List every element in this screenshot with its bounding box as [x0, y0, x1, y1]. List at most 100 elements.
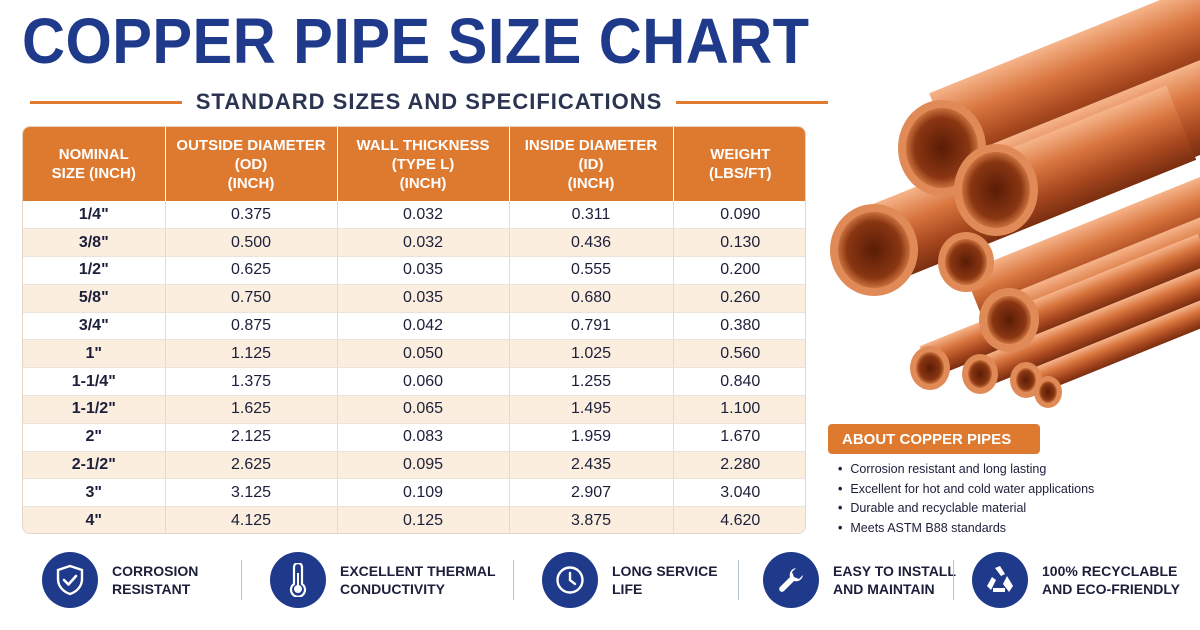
nominal-size-cell: 2": [23, 423, 166, 452]
table-row: 2" 2.125 0.083 1.959 1.670: [23, 423, 805, 452]
table-cell: 2.125: [165, 423, 338, 452]
table-row: 1-1/4" 1.375 0.060 1.255 0.840: [23, 367, 805, 397]
table-cell: 3.125: [165, 478, 338, 508]
table-cell: 0.083: [337, 423, 510, 452]
table-cell: 0.791: [509, 312, 674, 341]
table-cell: 0.380: [673, 312, 805, 341]
about-list: • Corrosion resistant and long lasting • Ex…: [838, 460, 1188, 538]
table-cell: 1.025: [509, 339, 674, 369]
table-cell: 1.255: [509, 367, 674, 397]
table-row: 1-1/2" 1.625 0.065 1.495 1.100: [23, 395, 805, 424]
table-cell: 0.311: [509, 201, 674, 230]
table-body: 1/4" 0.375 0.032 0.311 0.090 3/8" 0.500 0.032 0.…: [23, 201, 805, 533]
table-cell: 0.750: [165, 284, 338, 313]
table-header-cell: WEIGHT (LBS/FT): [673, 127, 805, 201]
feature-recyclable: 100% RECYCLABLE AND ECO-FRIENDLY: [972, 546, 1182, 614]
about-list-item: • Excellent for hot and cold water applic…: [838, 480, 1188, 500]
bullet: •: [838, 520, 843, 535]
table-cell: 1.375: [165, 367, 338, 397]
table-cell: 0.050: [337, 339, 510, 369]
feature-label: EXCELLENT THERMAL CONDUCTIVITY: [340, 563, 496, 597]
table-cell: 0.500: [165, 228, 338, 258]
bullet: •: [838, 501, 843, 515]
nominal-size-cell: 1": [23, 339, 166, 369]
about-list-item: • Meets ASTM B88 standards: [838, 519, 1188, 539]
copper-pipes-illustration: [830, 0, 1200, 408]
table-cell: 0.060: [337, 367, 510, 397]
table-row: 5/8" 0.750 0.035 0.680 0.260: [23, 284, 805, 313]
nominal-size-cell: 4": [23, 506, 166, 533]
table-row: 1/4" 0.375 0.032 0.311 0.090: [23, 201, 805, 230]
table-row: 1/2" 0.625 0.035 0.555 0.200: [23, 256, 805, 285]
feature-label: EASY TO INSTALL AND MAINTAIN: [833, 563, 956, 597]
feature-install: EASY TO INSTALL AND MAINTAIN: [763, 546, 993, 614]
subtitle-row: STANDARD SIZES AND SPECIFICATIONS: [30, 88, 829, 116]
table-cell: 3.040: [673, 478, 805, 508]
about-item-text: Durable and recyclable material: [850, 501, 1027, 515]
bullet: •: [838, 462, 843, 476]
table-cell: 0.125: [337, 506, 510, 533]
feature-label: 100% RECYCLABLE AND ECO-FRIENDLY: [1042, 563, 1180, 597]
table-cell: 1.495: [509, 395, 674, 424]
nominal-size-cell: 1-1/2": [23, 395, 166, 424]
table-cell: 0.875: [165, 312, 338, 341]
table-cell: 0.035: [337, 284, 510, 313]
page-subtitle: STANDARD SIZES AND SPECIFICATIONS: [195, 89, 663, 114]
page-title: COPPER PIPE SIZE CHART: [22, 5, 810, 77]
table-cell: 0.260: [673, 284, 805, 313]
table-header-cell: NOMINAL SIZE (INCH): [23, 127, 166, 201]
table-cell: 0.095: [337, 451, 510, 480]
table-cell: 0.680: [509, 284, 674, 313]
wrench-icon: [763, 552, 819, 608]
feature-label: LONG SERVICE LIFE: [612, 563, 718, 597]
table-cell: 0.840: [673, 367, 805, 397]
table-cell: 4.125: [165, 506, 338, 533]
table-cell: 0.065: [337, 395, 510, 424]
feature-service-life: LONG SERVICE LIFE: [542, 546, 772, 614]
about-list-item: • Durable and recyclable material: [838, 499, 1188, 519]
table-row: 1" 1.125 0.050 1.025 0.560: [23, 339, 805, 369]
table-cell: 0.042: [337, 312, 510, 341]
size-table-container: NOMINAL SIZE (INCH) OUTSIDE DIAMETER (OD) (I…: [22, 126, 806, 534]
table-cell: 1.670: [673, 423, 805, 452]
table-cell: 0.436: [509, 228, 674, 258]
table-row: 4" 4.125 0.125 3.875 4.620: [23, 506, 805, 533]
table-cell: 2.435: [509, 451, 674, 480]
table-cell: 0.200: [673, 256, 805, 285]
table-cell: 1.125: [165, 339, 338, 369]
table-row: 3/4" 0.875 0.042 0.791 0.380: [23, 312, 805, 341]
table-cell: 0.032: [337, 201, 510, 230]
shield-check-icon: [42, 552, 98, 608]
table-header-cell: INSIDE DIAMETER (ID) (INCH): [509, 127, 674, 201]
table-cell: 0.130: [673, 228, 805, 258]
pipe-group: [830, 0, 1200, 408]
nominal-size-cell: 3/4": [23, 312, 166, 341]
nominal-size-cell: 5/8": [23, 284, 166, 313]
feature-divider: [241, 560, 242, 600]
about-item-text: Corrosion resistant and long lasting: [850, 462, 1047, 476]
nominal-size-cell: 1-1/4": [23, 367, 166, 397]
bullet: •: [838, 481, 843, 496]
table-cell: 0.109: [337, 478, 510, 508]
about-list-item: • Corrosion resistant and long lasting: [838, 460, 1188, 480]
subtitle-rule-left: [30, 100, 182, 104]
table-row: 3" 3.125 0.109 2.907 3.040: [23, 478, 805, 508]
nominal-size-cell: 3": [23, 478, 166, 508]
about-item-text: Excellent for hot and cold water applica…: [850, 481, 1095, 496]
table-cell: 0.555: [509, 256, 674, 285]
table-cell: 2.907: [509, 478, 674, 508]
table-cell: 1.100: [673, 395, 805, 424]
table-cell: 0.035: [337, 256, 510, 285]
table-cell: 0.032: [337, 228, 510, 258]
feature-corrosion: CORROSION RESISTANT: [42, 546, 272, 614]
feature-strip: CORROSION RESISTANT EXCELLENT THERMAL COND…: [0, 546, 1200, 630]
table-cell: 2.625: [165, 451, 338, 480]
table-cell: 1.625: [165, 395, 338, 424]
table-header-cell: WALL THICKNESS (TYPE L) (INCH): [337, 127, 510, 201]
table-cell: 0.560: [673, 339, 805, 369]
subtitle-rule-right: [676, 100, 829, 104]
nominal-size-cell: 1/2": [23, 256, 166, 285]
table-cell: 0.375: [165, 201, 338, 230]
table-cell: 2.280: [673, 451, 805, 480]
table-header-row: NOMINAL SIZE (INCH) OUTSIDE DIAMETER (OD) (I…: [23, 127, 805, 201]
